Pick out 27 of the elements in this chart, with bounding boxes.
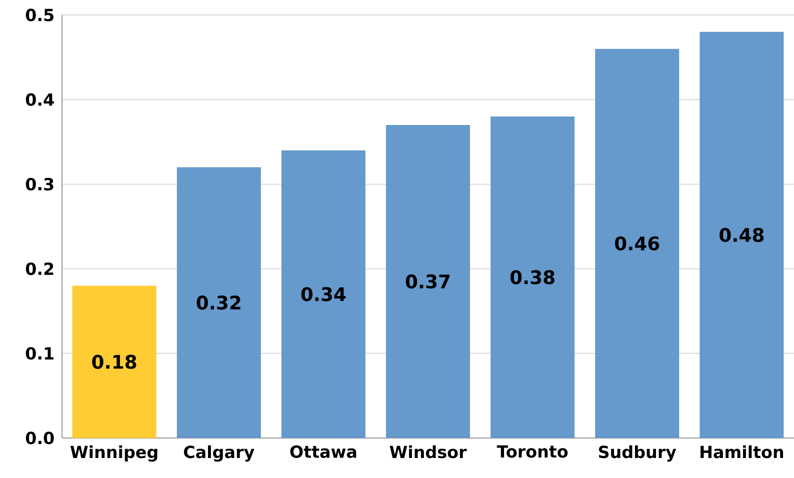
y-tick-label: 0.3 [26, 178, 54, 190]
bar [72, 286, 156, 438]
x-tick-label: Winnipeg [70, 445, 158, 462]
bar [490, 116, 575, 438]
data-label: 0.32 [196, 296, 240, 310]
data-label: 0.48 [720, 228, 764, 242]
data-label: 0.38 [510, 270, 554, 284]
bar [700, 32, 784, 438]
y-tick-label: 0.2 [26, 262, 54, 276]
data-label: 0.34 [301, 287, 346, 302]
data-label: 0.37 [406, 274, 450, 289]
y-tick-label: 0.0 [26, 432, 54, 444]
y-tick-label: 0.4 [26, 93, 54, 106]
x-tick-label: Calgary [184, 445, 254, 462]
bar [176, 167, 261, 438]
bar [281, 150, 366, 438]
data-label: 0.18 [92, 354, 136, 369]
bar [386, 124, 470, 438]
bar [595, 48, 680, 438]
x-tick-label: Hamilton [700, 445, 784, 458]
y-tick-label: 0.1 [26, 347, 54, 360]
x-tick-label: Windsor [390, 445, 467, 458]
y-tick-label: 0.5 [26, 8, 54, 22]
x-tick-label: Sudbury [598, 445, 676, 462]
x-tick-label: Toronto [496, 445, 568, 458]
x-tick-label: Ottawa [290, 445, 356, 458]
data-label: 0.46 [615, 236, 660, 250]
